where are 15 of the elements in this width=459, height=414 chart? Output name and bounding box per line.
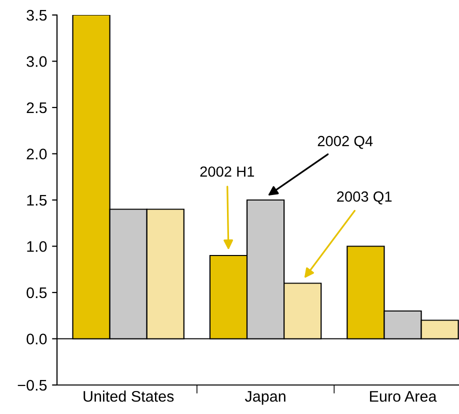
- text: 2002 Q4: [318, 136, 373, 149]
- x-tick-label: Euro Area: [370, 391, 437, 402]
- y-tick-label: 3.0: [26, 56, 47, 67]
- y-tick-label: 1.5: [27, 195, 47, 206]
- text: 2003 Q1: [337, 191, 392, 204]
- y-tick-label: 2.0: [26, 148, 47, 160]
- y-tick-label: 0.5: [26, 287, 47, 298]
- x-tick-label: United States: [84, 390, 174, 402]
- y-tick-label: 2.5: [26, 102, 47, 114]
- x-tick-label: Japan: [244, 391, 286, 405]
- y-tick-label: 3.5: [26, 10, 47, 21]
- y-tick-label: 0.0: [26, 334, 47, 344]
- y-tick-label: −0.5: [18, 380, 47, 391]
- text: 2002 H1: [200, 166, 254, 177]
- y-tick-label: 1.0: [27, 241, 47, 252]
